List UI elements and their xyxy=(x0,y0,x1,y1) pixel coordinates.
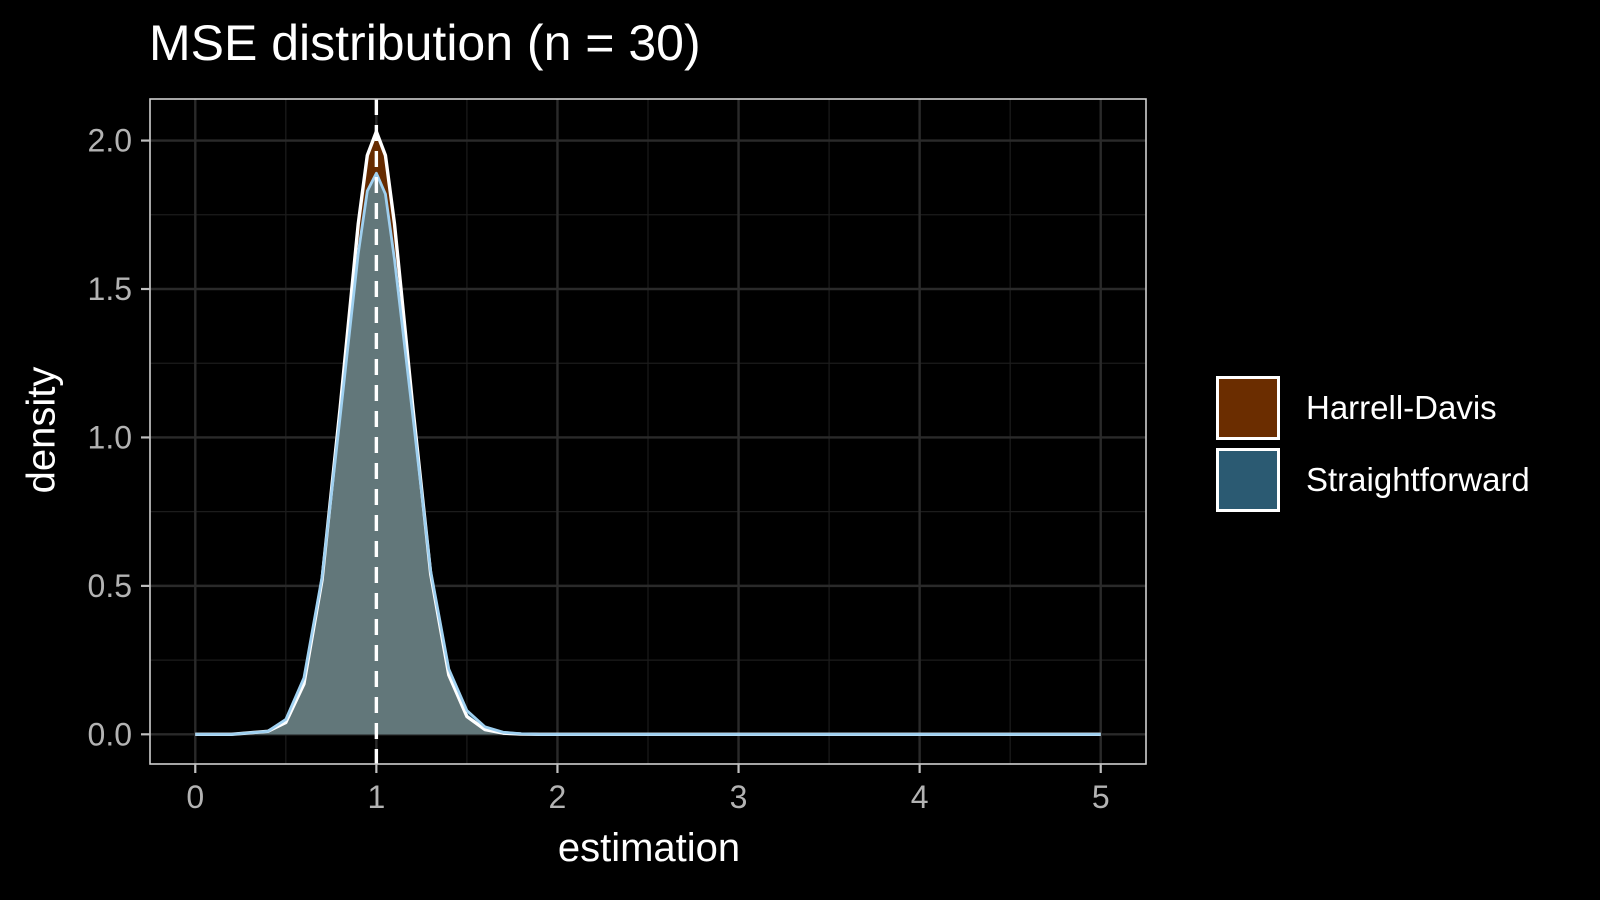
legend-label-harrell-davis: Harrell-Davis xyxy=(1306,389,1497,426)
density-overlap-area xyxy=(195,173,1101,735)
x-axis-label: estimation xyxy=(557,826,741,870)
x-tick-label: 1 xyxy=(367,779,385,815)
x-tick-label: 4 xyxy=(911,779,929,815)
y-axis-label: density xyxy=(19,366,64,494)
legend-key-straightforward xyxy=(1216,448,1280,512)
y-tick-label: 0.0 xyxy=(88,716,132,752)
plot-panel-border xyxy=(149,98,1147,765)
y-tick-label: 0.5 xyxy=(88,568,132,604)
chart-title: MSE distribution (n = 30) xyxy=(149,15,701,71)
x-tick-label: 3 xyxy=(730,779,748,815)
density-line-1 xyxy=(195,171,1101,736)
legend-item-harrell-davis: Harrell-Davis xyxy=(1216,372,1530,444)
legend: Harrell-Davis Straightforward xyxy=(1216,372,1530,516)
x-tick-label: 2 xyxy=(549,779,567,815)
y-tick-label: 2.0 xyxy=(88,123,132,159)
y-tick-label: 1.5 xyxy=(88,271,132,307)
y-tick-label: 1.0 xyxy=(88,419,132,455)
legend-item-straightforward: Straightforward xyxy=(1216,444,1530,516)
x-tick-label: 0 xyxy=(186,779,204,815)
x-tick-label: 5 xyxy=(1092,779,1110,815)
legend-label-straightforward: Straightforward xyxy=(1306,461,1530,498)
legend-key-harrell-davis xyxy=(1216,376,1280,440)
